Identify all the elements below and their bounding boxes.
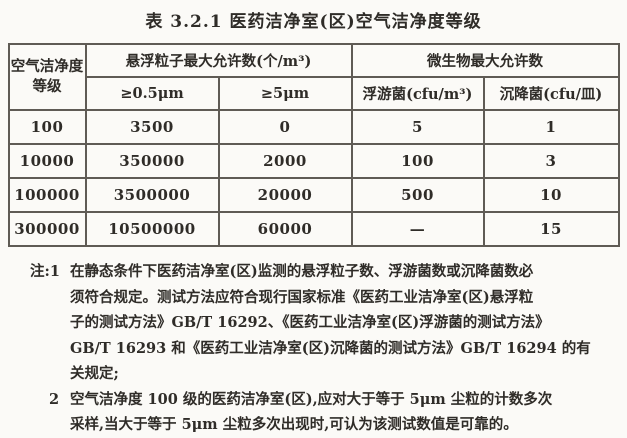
table-cell: 10000 — [7, 143, 87, 179]
note-line: 子的测试方法》GB/T 16292、《医药工业洁净室(区)浮游菌的测试方法》 — [70, 314, 550, 331]
table-cell: 350000 — [84, 143, 220, 179]
note-1-text: 在静态条件下医药洁净室(区)监测的悬浮粒子数、浮游菌数或沉降菌数必 须符合规定。… — [70, 259, 609, 387]
table-cell: — — [350, 211, 485, 247]
note-2: 2 空气洁净度 100 级的医药洁净室(区),应对大于等于 5μm 尘粒的计数多… — [30, 387, 609, 438]
note-2-label: 2 — [49, 390, 60, 408]
header-airborne-bacteria: 浮游菌(cfu/m³) — [350, 76, 485, 111]
cleanliness-grade-table: 空气洁净度 等级 悬浮粒子最大允许数(个/m³) 微生物最大允许数 ≥0.5μm… — [7, 43, 620, 247]
table-cell: 300000 — [7, 211, 87, 247]
table-cell: 0 — [217, 109, 353, 145]
table-cell: 100 — [350, 143, 485, 179]
note-line: 采样,当大于等于 5μm 尘粒多次出现时,可认为该测试数值是可靠的。 — [70, 416, 518, 433]
note-1-label: 注:1 — [30, 263, 60, 280]
note-1: 注:1 在静态条件下医药洁净室(区)监测的悬浮粒子数、浮游菌数或沉降菌数必 须符… — [30, 259, 609, 387]
table-row: 100 3500 0 5 1 — [7, 109, 620, 145]
table-cell: 10 — [482, 177, 620, 213]
table-row: 300000 10500000 60000 — 15 — [7, 211, 620, 247]
table-cell: 5 — [350, 109, 485, 145]
table-row: 10000 350000 2000 100 3 — [7, 143, 620, 179]
note-2-text: 空气洁净度 100 级的医药洁净室(区),应对大于等于 5μm 尘粒的计数多次 … — [70, 387, 609, 438]
table-cell: 100000 — [7, 177, 87, 213]
page-title: 表 3.2.1 医药洁净室(区)空气洁净度等级 — [145, 12, 482, 32]
table-cell: 3500000 — [84, 177, 220, 213]
table-row: 100000 3500000 20000 500 10 — [7, 177, 620, 213]
header-ge05um: ≥0.5μm — [84, 76, 220, 111]
table-cell: 500 — [350, 177, 485, 213]
table-header-sub-row: ≥0.5μm ≥5μm 浮游菌(cfu/m³) 沉降菌(cfu/皿) — [9, 76, 620, 111]
table-cell: 3 — [482, 143, 620, 179]
table-cell: 2000 — [217, 143, 353, 179]
note-line: 空气洁净度 100 级的医药洁净室(区),应对大于等于 5μm 尘粒的计数多次 — [70, 390, 553, 408]
header-settling-bacteria: 沉降菌(cfu/皿) — [482, 76, 620, 111]
table-cell: 10500000 — [84, 211, 220, 247]
table-cell: 100 — [7, 109, 87, 145]
header-group-suspended-particles: 悬浮粒子最大允许数(个/m³) — [84, 43, 353, 78]
header-group-microbes: 微生物最大允许数 — [350, 43, 620, 78]
header-ge5um: ≥5μm — [217, 76, 353, 111]
table-cell: 20000 — [217, 177, 353, 213]
header-cleanliness-grade-line2: 等级 — [32, 78, 62, 95]
note-line: 关规定; — [70, 365, 119, 382]
table-cell: 15 — [482, 211, 620, 247]
header-cleanliness-grade-line1: 空气洁净度 — [10, 58, 84, 75]
note-line: 在静态条件下医药洁净室(区)监测的悬浮粒子数、浮游菌数或沉降菌数必 — [70, 263, 534, 280]
table-header-group-row: 空气洁净度 等级 悬浮粒子最大允许数(个/m³) 微生物最大允许数 — [7, 43, 620, 111]
table-cell: 1 — [482, 109, 620, 145]
notes-section: 注:1 在静态条件下医药洁净室(区)监测的悬浮粒子数、浮游菌数或沉降菌数必 须符… — [30, 259, 609, 438]
table-cell: 60000 — [217, 211, 353, 247]
note-line: 须符合规定。测试方法应符合现行国家标准《医药工业洁净室(区)悬浮粒 — [70, 288, 534, 306]
table-cell: 3500 — [84, 109, 220, 145]
note-line: GB/T 16293 和《医药工业洁净室(区)沉降菌的测试方法》GB/T 162… — [70, 339, 591, 357]
header-cleanliness-grade: 空气洁净度 等级 — [7, 43, 87, 111]
